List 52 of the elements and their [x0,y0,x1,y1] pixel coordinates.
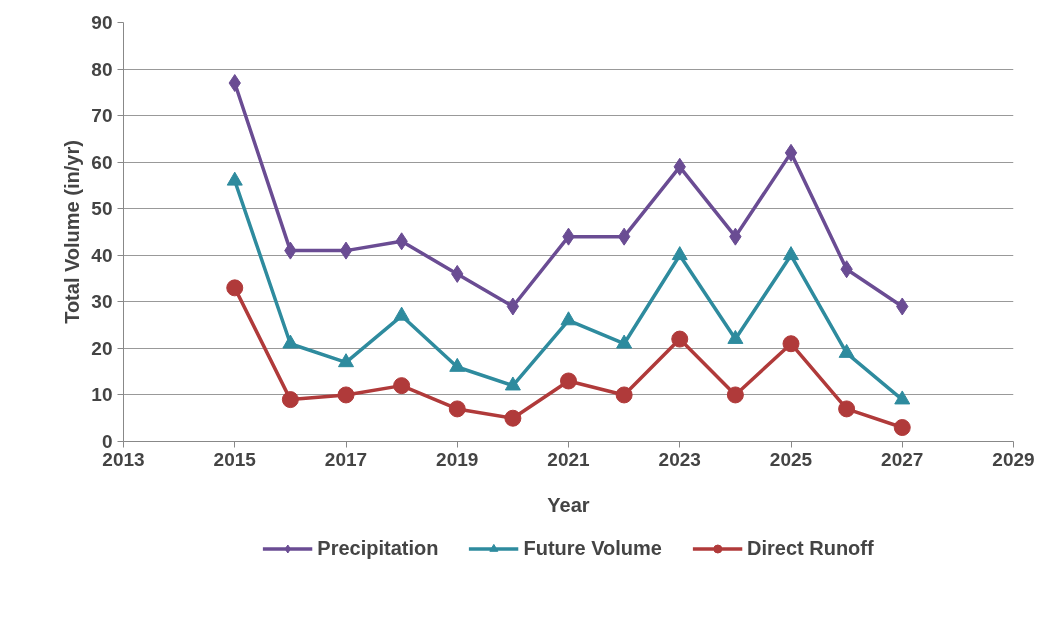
point [393,377,411,395]
x-tick-label: 2021 [547,448,591,470]
point [338,353,354,368]
y-tick-label: 60 [91,151,113,173]
point [894,390,911,405]
point [838,400,856,418]
x-tick-label: 2019 [436,448,479,470]
y-tick-label: 20 [91,337,113,359]
y-tick-label: 80 [91,58,113,80]
legend-label: Direct Runoff [747,536,874,560]
x-tick-label: 2029 [992,448,1035,470]
point [671,246,688,261]
x-tick-label: 2027 [881,448,924,470]
point [893,419,911,437]
y-tick-label: 30 [91,291,113,313]
point [393,306,410,321]
x-axis-title: Year [547,493,590,516]
x-tick-label: 2025 [769,448,813,470]
point [727,329,744,344]
x-tick-label: 2023 [658,448,701,470]
point [504,409,522,427]
point [448,400,466,418]
point [506,297,520,316]
point [337,386,355,404]
y-tick-label: 40 [91,244,113,266]
point [838,343,855,358]
point [615,386,633,404]
point [617,227,631,246]
x-tick-label: 2015 [213,448,257,470]
y-tick-label: 50 [91,198,113,220]
point [560,311,577,326]
point [226,171,243,186]
x-tick-label: 2017 [324,448,368,470]
point [281,391,299,409]
point [782,335,800,353]
point [726,386,744,404]
y-axis-title: Total Volume (in/yr) [61,140,84,324]
legend-label: Future Volume [523,536,662,560]
legend-label: Precipitation [317,536,439,560]
point [339,241,353,260]
point [671,330,689,348]
point [504,376,521,391]
point [784,143,798,162]
point [783,246,799,261]
y-tick-label: 10 [91,384,113,406]
y-tick-label: 90 [91,12,113,33]
point [226,279,244,297]
point [449,357,466,372]
point [282,334,299,349]
y-tick-label: 70 [91,105,113,127]
point [560,372,577,390]
point [616,334,633,349]
